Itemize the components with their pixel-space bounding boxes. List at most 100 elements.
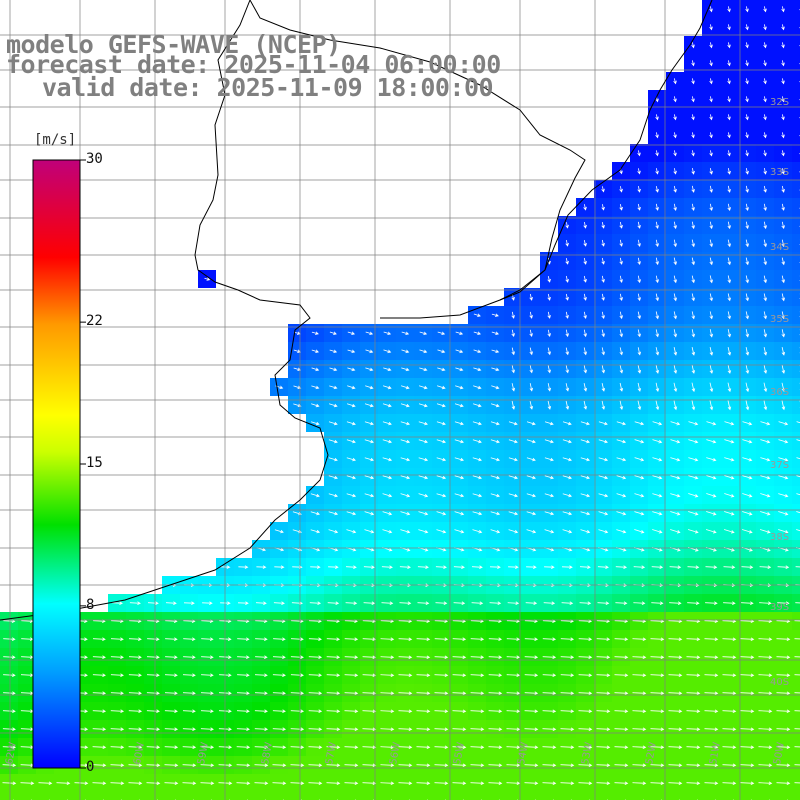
wind-arrow <box>382 421 392 426</box>
wind-cell <box>558 792 576 800</box>
wind-arrow <box>691 347 696 356</box>
wind-arrow <box>632 709 647 713</box>
wind-arrow <box>583 204 587 211</box>
wind-arrow <box>398 763 413 767</box>
wind-arrow <box>508 529 519 534</box>
wind-arrow <box>237 601 249 605</box>
wind-cell <box>756 792 774 800</box>
wind-arrow <box>763 114 767 121</box>
wind-arrow <box>655 239 659 247</box>
wind-arrow <box>418 475 429 480</box>
wind-arrow <box>164 745 179 749</box>
wind-arrow <box>651 601 664 605</box>
wind-cell <box>792 36 800 54</box>
wind-arrow <box>781 42 785 49</box>
wind-arrow <box>655 347 660 356</box>
wind-arrow <box>311 349 319 353</box>
wind-arrow <box>2 727 16 731</box>
wind-arrow <box>670 475 681 480</box>
wind-arrow <box>524 781 539 785</box>
wind-arrow <box>418 511 429 516</box>
wind-arrow <box>382 403 392 408</box>
wind-arrow <box>472 403 482 408</box>
wind-arrow <box>637 329 641 338</box>
wind-cell <box>414 792 432 800</box>
wind-arrow <box>328 421 338 426</box>
wind-arrow <box>362 745 377 749</box>
wind-arrow <box>308 709 323 713</box>
wind-arrow <box>308 727 323 731</box>
wind-arrow <box>740 727 755 731</box>
wind-arrow <box>580 511 591 516</box>
wind-arrow <box>601 257 605 265</box>
wind-arrow <box>488 745 503 749</box>
wind-arrow <box>745 114 749 121</box>
wind-arrow <box>760 511 771 516</box>
wind-arrow <box>781 311 785 320</box>
coastline-segment <box>249 0 586 301</box>
wind-arrow <box>687 529 699 534</box>
wind-arrow <box>454 457 465 462</box>
wind-arrow <box>454 475 465 480</box>
wind-arrow <box>274 529 284 534</box>
wind-arrow <box>561 601 574 605</box>
wind-arrow <box>560 727 575 731</box>
wind-arrow <box>524 709 539 713</box>
wind-cell <box>792 234 800 252</box>
wind-arrow <box>652 493 663 498</box>
wind-arrow <box>542 691 557 695</box>
wind-arrow <box>688 475 699 480</box>
wind-arrow <box>452 763 467 767</box>
wind-arrow <box>616 511 627 516</box>
wind-arrow <box>416 637 431 641</box>
wind-arrow <box>760 439 771 444</box>
wind-arrow <box>272 781 287 785</box>
wind-arrow <box>776 763 791 767</box>
wind-arrow <box>758 727 773 731</box>
wind-arrow <box>146 763 161 767</box>
wind-arrow <box>560 709 575 713</box>
wind-arrow <box>489 565 501 569</box>
wind-arrow <box>619 329 623 338</box>
wind-arrow <box>637 186 641 193</box>
wind-arrow <box>436 511 447 516</box>
wind-arrow <box>326 691 341 695</box>
wind-arrow <box>781 275 785 284</box>
wind-arrow <box>709 60 713 67</box>
wind-arrow <box>619 275 623 284</box>
wind-arrow <box>709 203 713 211</box>
wind-cell <box>126 792 144 800</box>
wind-arrow <box>778 493 789 498</box>
wind-arrow <box>614 637 629 641</box>
wind-arrow <box>670 511 681 516</box>
wind-arrow <box>418 493 429 498</box>
wind-arrow <box>781 24 785 31</box>
wind-arrow <box>655 382 660 393</box>
wind-arrow <box>759 529 771 534</box>
wind-arrow <box>346 403 356 408</box>
wind-arrow <box>452 781 467 785</box>
wind-arrow <box>655 203 659 211</box>
wind-arrow <box>434 745 449 749</box>
wind-arrow <box>688 511 699 516</box>
wind-arrow <box>237 637 250 641</box>
longitude-label: 59W <box>196 741 211 765</box>
wind-arrow <box>781 257 785 266</box>
wind-arrow <box>416 763 431 767</box>
wind-arrow <box>758 781 773 785</box>
wind-arrow <box>254 745 269 749</box>
wind-arrow <box>472 529 483 534</box>
wind-arrow <box>727 257 731 266</box>
wind-arrow <box>128 745 143 749</box>
wind-arrow <box>673 221 677 230</box>
colorbar-tick-label: 15 <box>86 455 103 471</box>
wind-arrow <box>454 403 464 408</box>
wind-arrow <box>727 150 731 157</box>
wind-arrow <box>616 457 627 462</box>
wind-arrow <box>583 257 587 265</box>
wind-arrow <box>740 781 755 785</box>
wind-arrow <box>183 601 195 605</box>
wind-cell <box>738 792 756 800</box>
wind-arrow <box>598 421 608 426</box>
wind-arrow <box>652 529 663 534</box>
